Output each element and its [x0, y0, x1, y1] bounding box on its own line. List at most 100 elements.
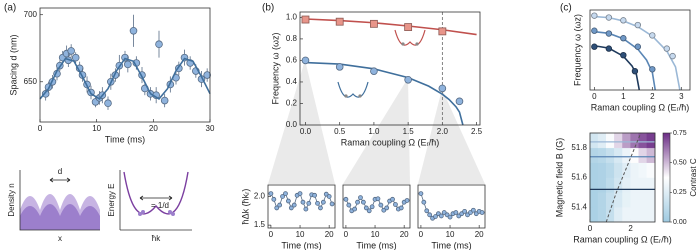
y-tick-label: 0.4: [286, 77, 298, 86]
connector: [268, 60, 335, 184]
colorbar-tick-label: 0.00: [673, 219, 687, 226]
colorbar-label: Contrast C: [689, 158, 698, 196]
heatmap-cell: [589, 162, 599, 178]
x-axis-label: Raman coupling Ω (Eᵣ/ħ): [573, 234, 671, 244]
marker: [315, 200, 320, 206]
heatmap-cell: [638, 206, 648, 223]
heatmap-cell: [589, 177, 599, 193]
colorbar-tick-label: 0.75: [673, 130, 687, 137]
marker: [398, 205, 404, 211]
marker: [418, 191, 424, 197]
marker: [203, 71, 211, 79]
heatmap-cell: [597, 206, 607, 223]
panel-label: (c): [560, 3, 572, 14]
x-axis-label: Raman coupling Ω (Eᵣ/ħ): [591, 102, 689, 112]
y-tick-label: 51.8: [571, 143, 587, 152]
marker: [669, 52, 676, 60]
inset-dot: [401, 42, 405, 46]
heatmap-cell: [614, 206, 623, 223]
marker: [306, 200, 312, 206]
marker: [303, 206, 309, 212]
colorbar: [662, 132, 671, 223]
axis-label: Energy E: [107, 184, 116, 217]
marker: [620, 35, 627, 42]
marker: [390, 196, 395, 202]
heatmap-cell: [614, 132, 623, 149]
x-axis-label: Time (ms): [356, 240, 396, 250]
marker: [366, 208, 372, 214]
spacing-arrow: [139, 195, 173, 201]
x-tick-label: 10: [296, 230, 305, 239]
connector: [343, 78, 410, 184]
potential-inset: [394, 29, 426, 46]
marker: [438, 213, 444, 219]
x-tick-label: 10: [371, 230, 380, 239]
heatmap-cell: [646, 132, 656, 149]
marker: [605, 30, 613, 37]
marker: [301, 56, 310, 65]
marker: [404, 76, 412, 84]
y-axis-label: Spacing d (nm): [8, 34, 18, 95]
marker: [352, 206, 358, 212]
potential-inset: [337, 81, 369, 98]
marker: [280, 194, 285, 199]
marker: [326, 194, 332, 199]
heatmap-cell: [622, 177, 631, 193]
marker: [438, 84, 447, 93]
marker: [288, 205, 294, 211]
marker: [404, 23, 413, 31]
spacing-arrow: [49, 177, 71, 183]
heatmap-cell: [614, 147, 623, 163]
inset-dot: [415, 42, 419, 46]
marker: [320, 199, 326, 205]
heatmap-cell: [589, 132, 599, 149]
marker: [285, 198, 291, 204]
axes: [119, 170, 192, 231]
marker: [421, 199, 427, 205]
spacing-label: d: [58, 167, 62, 176]
marker: [384, 205, 390, 211]
double-well: [123, 171, 189, 215]
heatmap-cell: [606, 177, 615, 193]
marker: [300, 199, 306, 205]
marker: [329, 201, 335, 207]
dot: [141, 210, 145, 214]
x-tick-label: 20: [475, 230, 484, 239]
marker: [631, 67, 639, 75]
marker: [438, 27, 447, 36]
heatmap-cell: [589, 206, 599, 223]
axis-label: x: [58, 234, 62, 243]
marker: [433, 214, 438, 219]
marker: [268, 191, 274, 197]
y-tick-label: 1.5: [254, 220, 266, 229]
y-tick-label: 0.8: [286, 34, 298, 43]
marker: [360, 199, 366, 205]
fit-line: [39, 57, 211, 100]
heatmap-cell: [597, 162, 607, 178]
x-tick-label: 0: [344, 230, 349, 239]
heatmap-cell: [638, 147, 648, 163]
marker: [335, 63, 344, 71]
x-tick-label: 20: [325, 230, 334, 239]
marker: [455, 97, 464, 106]
plot-frame: [589, 9, 691, 91]
marker: [427, 212, 433, 218]
heatmap-cell: [622, 132, 631, 149]
x-tick-label: 0.5: [334, 127, 346, 136]
plot-frame: [267, 184, 336, 229]
y-tick-label: 0.6: [286, 56, 298, 65]
y-tick-label: 0.0: [286, 120, 298, 129]
marker: [404, 198, 410, 203]
x-tick-label: 1.5: [403, 127, 415, 136]
heatmap-cell: [622, 162, 631, 178]
heatmap-cell: [606, 162, 615, 178]
heatmap-cell: [614, 162, 623, 178]
marker: [312, 192, 318, 198]
marker: [355, 199, 360, 205]
marker: [591, 12, 598, 19]
heatmap-cell: [630, 177, 639, 193]
y-tick-label: 700: [24, 10, 38, 19]
marker: [343, 196, 349, 202]
x-tick-label: 2.5: [471, 127, 483, 136]
y-axis-label: Frequency ω (ωz): [270, 32, 280, 104]
